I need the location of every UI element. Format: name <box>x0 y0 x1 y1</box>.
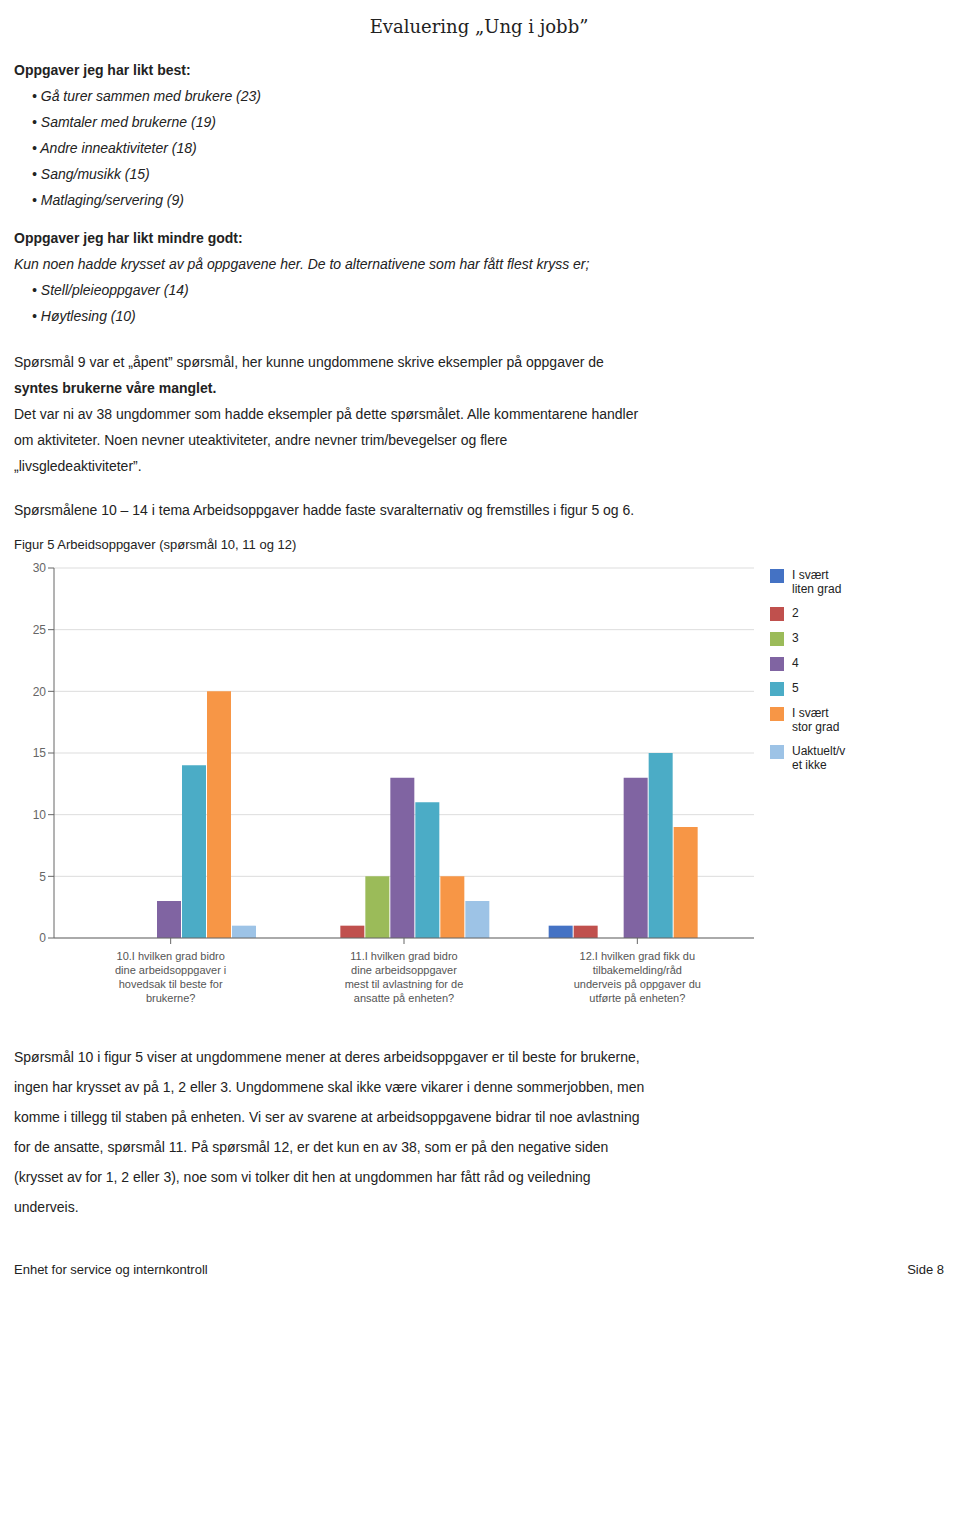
html-text:„livsgledeaktiviteter”.: „livsgledeaktiviteter”. <box>14 458 142 474</box>
html-text:komme i tillegg til staben på: komme i tillegg til staben på enheten. V… <box>14 1109 640 1125</box>
html-text:• Stell/pleieoppgaver (14): • Stell/pleieoppgaver (14) <box>32 282 189 298</box>
html-text:I svært: I svært <box>792 568 829 582</box>
svg-text:0: 0 <box>39 931 46 945</box>
html-text:3: 3 <box>792 631 799 645</box>
html-text:Side 8: Side 8 <box>907 1262 944 1277</box>
html-text:Spørsmål 9 var et „åpent” spør: Spørsmål 9 var et „åpent” spørsmål, her … <box>14 354 604 370</box>
html-text:Figur 5 Arbeidsoppgaver (spørs: Figur 5 Arbeidsoppgaver (spørsmål 10, 11… <box>14 537 297 552</box>
html-text:5: 5 <box>792 681 799 695</box>
svg-text:11.I hvilken grad bidrodine ar: 11.I hvilken grad bidrodine arbeidsoppga… <box>345 950 464 1004</box>
html-text:• Høytlesing (10): • Høytlesing (10) <box>32 308 136 324</box>
html-text:liten grad: liten grad <box>792 582 842 596</box>
html-text:I svært: I svært <box>792 706 829 720</box>
html-text:om aktiviteter. Noen nevner ut: om aktiviteter. Noen nevner uteaktivitet… <box>14 432 508 448</box>
html-text:• Samtaler med brukerne (19): • Samtaler med brukerne (19) <box>32 114 216 130</box>
html-text:ingen har krysset av på 1, 2 e: ingen har krysset av på 1, 2 eller 3. Un… <box>14 1079 645 1095</box>
html-text:4: 4 <box>792 656 799 670</box>
html-text:• Gå turer sammen med brukere: • Gå turer sammen med brukere (23) <box>32 88 261 104</box>
html-text:et ikke: et ikke <box>792 758 827 772</box>
svg-text:30: 30 <box>33 561 47 575</box>
html-text:(krysset av for 1, 2 eller 3),: (krysset av for 1, 2 eller 3), noe som v… <box>14 1169 591 1185</box>
svg-text:25: 25 <box>33 623 47 637</box>
html-text:Kun noen hadde krysset av på o: Kun noen hadde krysset av på oppgavene h… <box>14 256 590 272</box>
html-text:stor grad: stor grad <box>792 720 840 734</box>
svg-text:20: 20 <box>33 685 47 699</box>
html-text:Oppgaver jeg har likt mindre g: Oppgaver jeg har likt mindre godt: <box>14 230 243 246</box>
html-text:• Sang/musikk (15): • Sang/musikk (15) <box>32 166 150 182</box>
html-text:Det var ni av 38 ungdommer som: Det var ni av 38 ungdommer som hadde eks… <box>14 406 639 422</box>
html-text:Oppgaver jeg har likt best:: Oppgaver jeg har likt best: <box>14 62 191 78</box>
svg-text:12.I hvilken grad fikk dutilba: 12.I hvilken grad fikk dutilbakemelding/… <box>574 950 701 1004</box>
html-text:Spørsmål 10 i figur 5 viser at: Spørsmål 10 i figur 5 viser at ungdommen… <box>14 1049 640 1065</box>
html-text:• Matlaging/servering (9): • Matlaging/servering (9) <box>32 192 184 208</box>
svg-text:10.I hvilken grad bidrodine ar: 10.I hvilken grad bidrodine arbeidsoppga… <box>115 950 226 1004</box>
html-text:Spørsmålene 10 – 14 i tema Arb: Spørsmålene 10 – 14 i tema Arbeidsoppgav… <box>14 502 635 518</box>
html-text:for de ansatte, spørsmål 11. P: for de ansatte, spørsmål 11. På spørsmål… <box>14 1139 609 1155</box>
svg-text:15: 15 <box>33 746 47 760</box>
html-text:Uaktuelt/v: Uaktuelt/v <box>792 744 846 758</box>
html-text:Evaluering „Ung i jobb”: Evaluering „Ung i jobb” <box>369 16 589 37</box>
html-text:• Andre inneaktiviteter (18): • Andre inneaktiviteter (18) <box>32 140 197 156</box>
svg-text:10: 10 <box>33 808 47 822</box>
html-text:Enhet for service og internkon: Enhet for service og internkontroll <box>14 1262 208 1277</box>
html-text:underveis.: underveis. <box>14 1199 79 1215</box>
html-text:syntes brukerne våre manglet.: syntes brukerne våre manglet. <box>14 380 217 396</box>
html-text:2: 2 <box>792 606 799 620</box>
svg-text:5: 5 <box>39 870 46 884</box>
